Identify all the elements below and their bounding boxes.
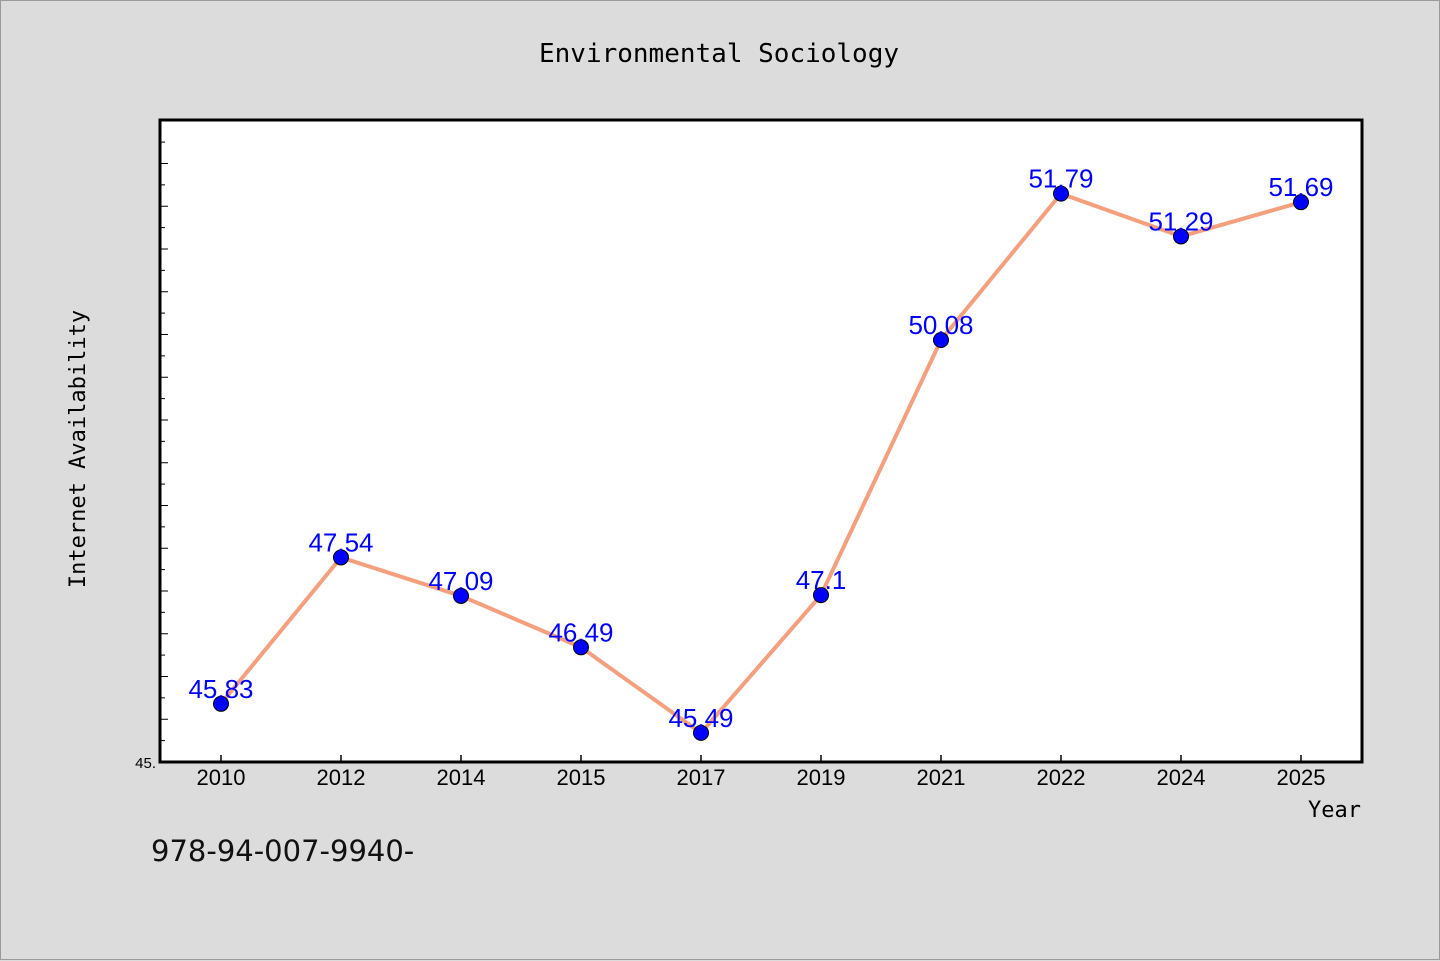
- data-point: [1173, 228, 1189, 245]
- data-point: [933, 331, 949, 348]
- x-tick-label: 2017: [677, 765, 726, 790]
- data-point: [813, 587, 829, 604]
- data-points: [213, 185, 1309, 741]
- x-tick-label: 2024: [1157, 765, 1206, 790]
- isbn-text: 978-94-007-9940-: [151, 834, 415, 868]
- data-point: [573, 639, 589, 656]
- x-tick-label: 2022: [1037, 765, 1086, 790]
- x-tick-label: 2012: [317, 765, 366, 790]
- y-tick-label: 45.: [135, 755, 156, 772]
- y-axis-label: Internet Availability: [66, 310, 91, 588]
- data-labels: 45.83 47.54 47.09 46.49 45.49 47.1 50.08 51.79 5…: [188, 164, 1333, 733]
- data-label: 51.79: [1028, 164, 1093, 194]
- x-tick-label: 2014: [437, 765, 486, 790]
- data-label: 47.54: [308, 527, 373, 557]
- x-tick-label: 2019: [797, 765, 846, 790]
- x-tick-label: 2010: [197, 765, 246, 790]
- x-tick-label: 2021: [917, 765, 966, 790]
- plot-area: [158, 118, 1364, 764]
- data-point: [453, 587, 469, 604]
- chart-title: Environmental Sociology: [539, 39, 899, 69]
- data-label: 51.29: [1148, 206, 1213, 236]
- x-axis-tick-labels: 2010 2012 2014 2015 2017 2019 2021 2022 2024 2025: [197, 765, 1326, 790]
- data-label: 45.83: [188, 674, 253, 704]
- x-tick-label: 2015: [557, 765, 606, 790]
- data-label: 45.49: [668, 703, 733, 733]
- data-label: 46.49: [548, 617, 613, 647]
- data-point: [1053, 185, 1069, 202]
- data-label: 47.09: [428, 566, 493, 596]
- data-point: [333, 549, 349, 566]
- series-line: [219, 191, 1302, 735]
- y-axis-ticks: [160, 141, 168, 742]
- x-axis-label: Year: [1308, 798, 1361, 823]
- data-point: [213, 695, 229, 712]
- series-line-group: [219, 191, 1302, 735]
- data-label: 51.69: [1268, 172, 1333, 202]
- x-axis-ticks: [220, 755, 1302, 762]
- data-point: [1293, 194, 1309, 211]
- data-label: 50.08: [908, 310, 973, 340]
- x-tick-label: 2025: [1277, 765, 1326, 790]
- data-point: [693, 724, 709, 741]
- data-label: 47.1: [796, 565, 847, 595]
